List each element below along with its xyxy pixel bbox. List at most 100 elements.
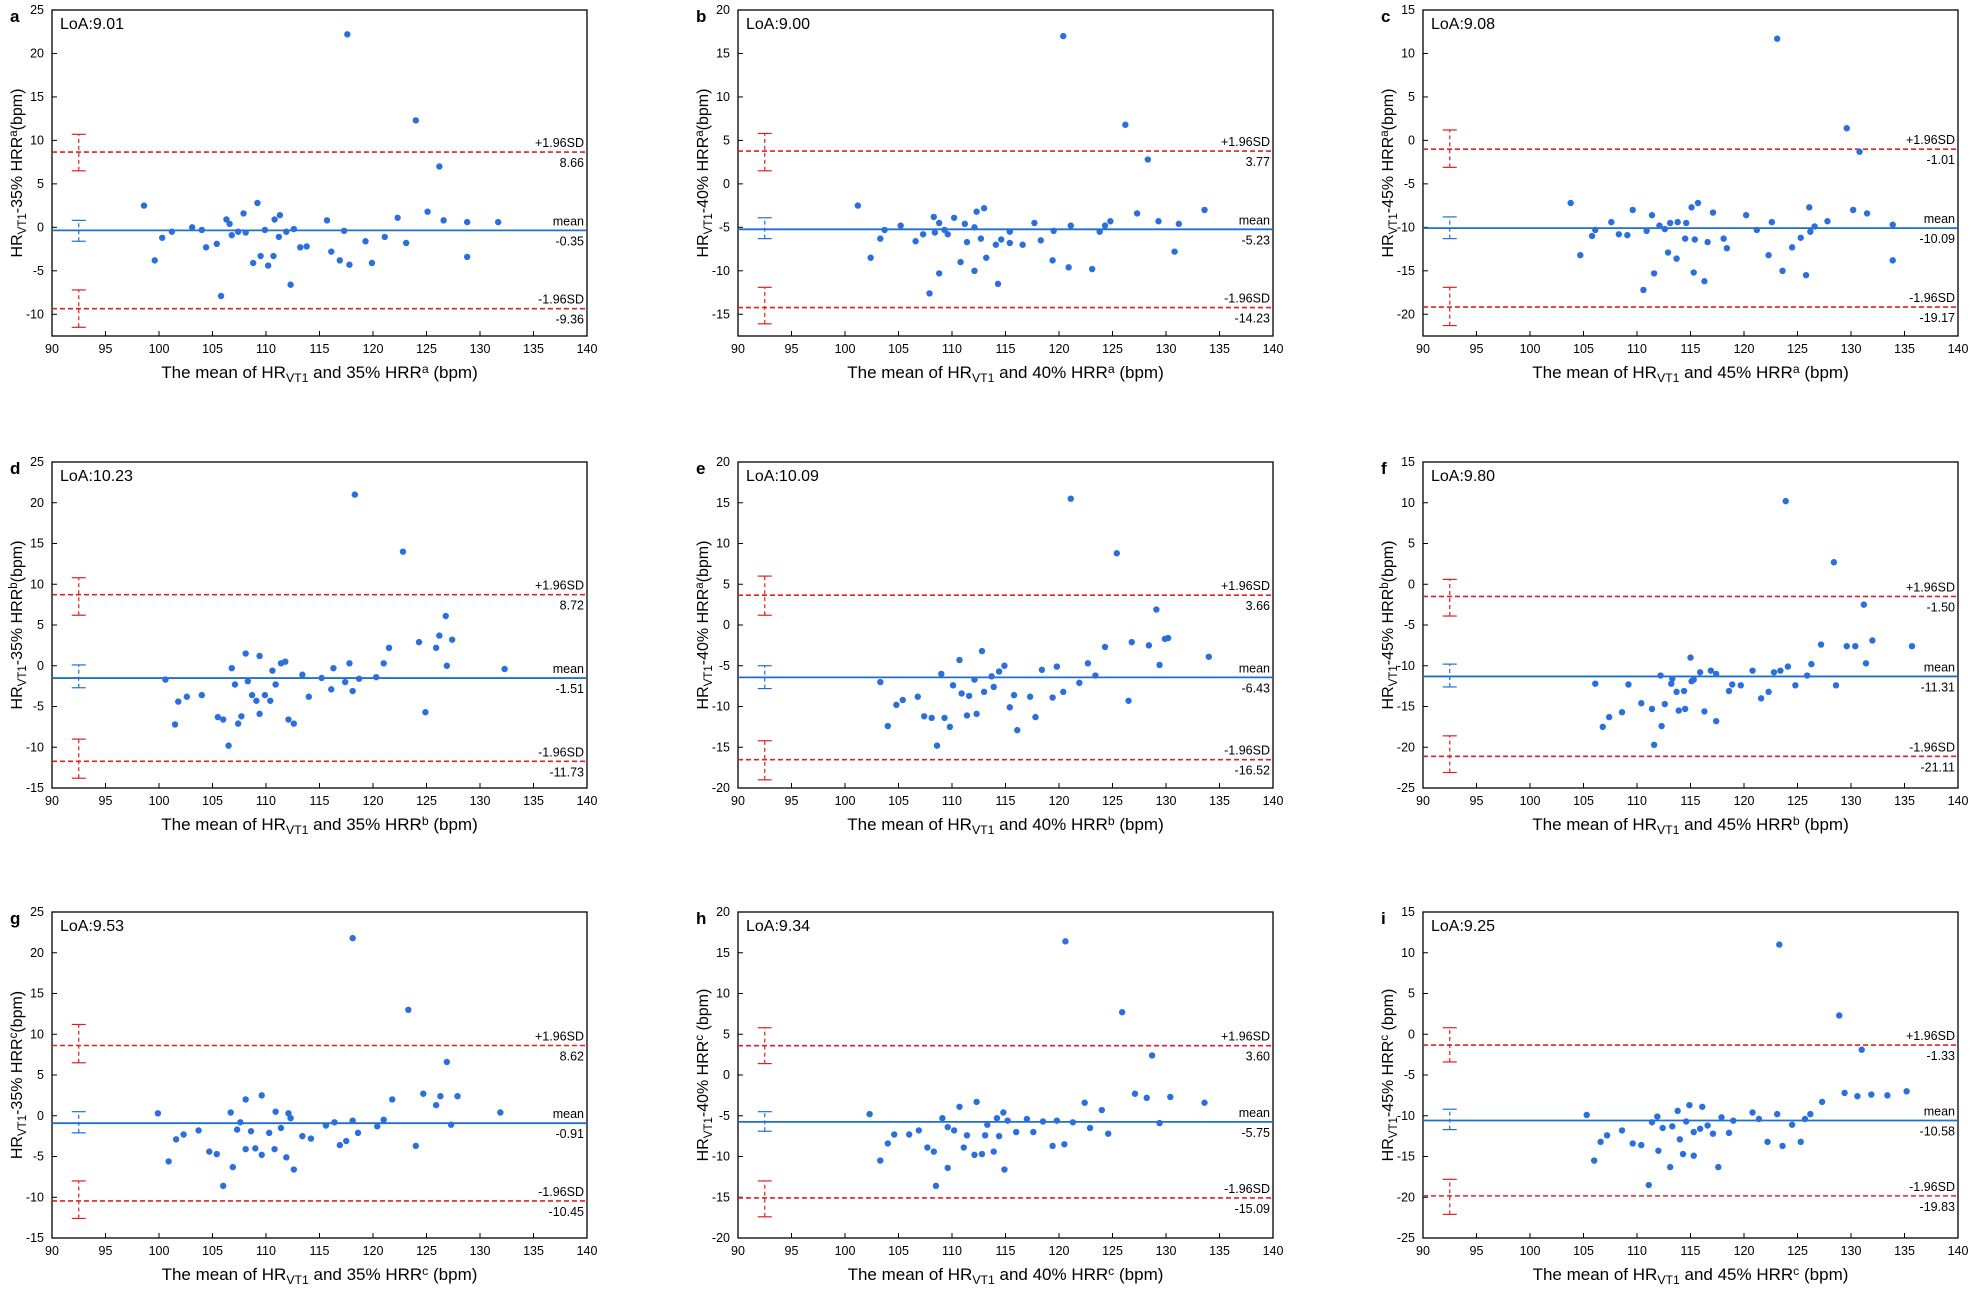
data-point	[1669, 675, 1676, 682]
data-point	[1065, 264, 1072, 271]
data-point	[944, 231, 951, 238]
data-point	[1615, 231, 1623, 238]
mean-value: -10.58	[1920, 1124, 1955, 1138]
x-tick-label: 125	[416, 342, 437, 356]
data-point	[272, 1108, 279, 1115]
x-axis-label: The mean of HRVT1 and 45% HRRc (bpm)	[1533, 1264, 1849, 1287]
x-tick-label: 130	[470, 1244, 491, 1258]
y-axis-label-sub: VT1	[1388, 1117, 1400, 1138]
data-point	[1597, 1138, 1604, 1146]
data-point	[1688, 204, 1695, 211]
data-point	[1673, 688, 1680, 696]
data-point	[1755, 1115, 1763, 1123]
data-point	[971, 224, 978, 231]
data-point	[1676, 1136, 1684, 1143]
data-point	[1006, 704, 1013, 711]
y-axis-label-pre: HR	[695, 234, 712, 257]
data-point	[1026, 693, 1034, 700]
x-axis-label-post: (bpm)	[1115, 815, 1164, 834]
x-tick-label: 125	[1787, 1244, 1808, 1258]
data-point	[1175, 220, 1183, 228]
x-axis-label: The mean of HRVT1 and 40% HRRc (bpm)	[848, 1264, 1164, 1287]
y-tick-label: 10	[716, 537, 730, 551]
x-axis-label-sub: VT1	[286, 823, 309, 837]
x-tick-label: 120	[363, 1244, 384, 1258]
mean-label: mean	[553, 662, 584, 676]
data-point	[877, 1157, 884, 1164]
data-point	[261, 691, 269, 699]
data-point	[1067, 222, 1074, 229]
data-point	[402, 239, 410, 247]
x-axis-label-pre: The mean of HR	[1532, 363, 1657, 382]
data-point	[269, 667, 276, 674]
x-tick-label: 120	[1049, 794, 1070, 808]
data-point	[1701, 708, 1708, 715]
data-point	[1086, 1124, 1094, 1132]
x-tick-label: 115	[1681, 342, 1701, 356]
panel-letter: b	[696, 7, 706, 26]
data-point	[1681, 705, 1689, 713]
data-point	[355, 675, 363, 682]
data-point	[1205, 653, 1213, 660]
data-point	[1201, 1099, 1208, 1106]
data-point	[1638, 700, 1645, 707]
x-axis-label-mid: and 35% HRR	[308, 815, 421, 834]
x-axis-label: The mean of HRVT1 and 45% HRRa (bpm)	[1532, 362, 1849, 385]
data-point	[1788, 1121, 1796, 1128]
upper-loa-value: -1.01	[1927, 153, 1956, 167]
x-tick-label: 110	[1627, 342, 1647, 356]
y-axis-label-post: (bpm)	[9, 991, 26, 1033]
data-point	[877, 678, 884, 686]
data-point	[958, 690, 965, 697]
data-point	[394, 214, 401, 221]
data-point	[1691, 236, 1698, 243]
y-tick-label: 0	[1408, 133, 1415, 147]
x-tick-label: 115	[310, 794, 330, 808]
data-point	[1843, 642, 1850, 650]
data-point	[1802, 271, 1810, 279]
y-axis-label-mid: -40% HRR	[695, 589, 712, 665]
plot-frame	[51, 911, 588, 1239]
data-point	[1673, 255, 1680, 262]
upper-loa-label: +1.96SD	[1221, 579, 1270, 593]
y-tick-label: 10	[30, 1027, 44, 1041]
data-point	[336, 257, 344, 264]
x-axis-label-sup: a	[1108, 362, 1115, 376]
data-point	[1145, 642, 1153, 649]
y-tick-label: 10	[716, 90, 730, 104]
mean-value: -10.09	[1920, 232, 1955, 246]
y-axis-label: HRVT1-40% HRRa(bpm)	[694, 89, 715, 258]
x-tick-label: 135	[1209, 794, 1230, 808]
y-axis-label-mid: -40% HRR	[695, 137, 712, 213]
data-point	[1720, 235, 1727, 242]
data-point	[264, 262, 272, 269]
x-axis-label: The mean of HRVT1 and 35% HRRa (bpm)	[161, 362, 478, 385]
data-point	[1125, 697, 1132, 704]
data-point	[1725, 1129, 1733, 1137]
data-point	[389, 1096, 396, 1103]
y-axis-label-post: (bpm)	[1380, 89, 1397, 131]
loa-label: LoA:9.01	[60, 16, 124, 33]
y-tick-label: 5	[37, 618, 44, 632]
data-point	[1832, 682, 1840, 689]
data-point	[1764, 1138, 1771, 1146]
x-tick-label: 140	[577, 1244, 598, 1258]
data-point	[1811, 223, 1818, 230]
y-tick-label: -5	[33, 1150, 44, 1164]
data-point	[931, 229, 939, 236]
data-point	[980, 205, 988, 212]
y-axis-label-mid: -45% HRR	[1380, 589, 1397, 665]
data-point	[385, 644, 393, 652]
data-point	[380, 660, 387, 667]
data-point	[1858, 1046, 1865, 1053]
y-axis-label-pre: HR	[9, 1136, 26, 1159]
data-point	[283, 228, 290, 235]
data-point	[963, 1132, 971, 1139]
x-tick-label: 140	[1263, 1244, 1284, 1258]
panel-letter: d	[10, 459, 20, 478]
lower-loa-value: -14.23	[1235, 312, 1270, 326]
y-tick-label: 5	[1408, 537, 1415, 551]
x-tick-label: 125	[1787, 342, 1808, 356]
data-point	[1674, 1107, 1681, 1115]
